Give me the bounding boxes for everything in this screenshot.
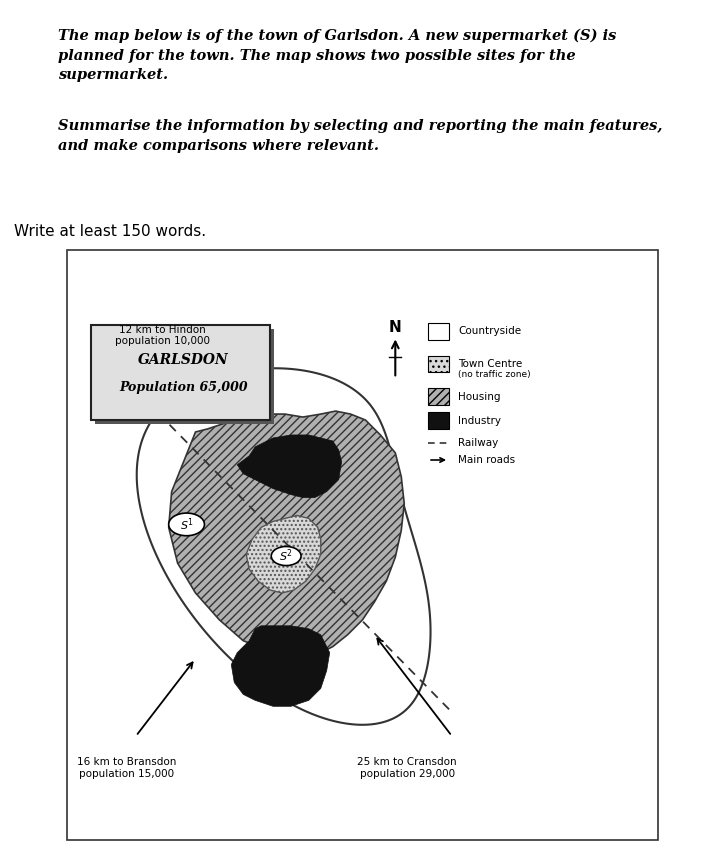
Polygon shape xyxy=(247,515,320,593)
Text: $S^2$: $S^2$ xyxy=(279,548,293,564)
Text: The map below is of the town of Garlsdon. A new supermarket (S) is
planned for t: The map below is of the town of Garlsdon… xyxy=(58,29,616,82)
Bar xyxy=(428,412,449,429)
Text: Railway: Railway xyxy=(458,438,498,447)
Text: 12 km to Hindon
population 10,000: 12 km to Hindon population 10,000 xyxy=(115,325,210,346)
Polygon shape xyxy=(237,435,341,498)
Text: $S^1$: $S^1$ xyxy=(180,516,194,532)
Text: 16 km to Bransdon
population 15,000: 16 km to Bransdon population 15,000 xyxy=(78,757,177,779)
Text: Write at least 150 words.: Write at least 150 words. xyxy=(14,224,207,239)
Text: Population 65,000: Population 65,000 xyxy=(120,381,248,394)
Ellipse shape xyxy=(169,513,204,536)
Text: Summarise the information by selecting and reporting the main features,
and make: Summarise the information by selecting a… xyxy=(58,119,663,153)
Ellipse shape xyxy=(271,546,301,566)
Text: 25 km to Cransdon
population 29,000: 25 km to Cransdon population 29,000 xyxy=(357,757,457,779)
Polygon shape xyxy=(169,412,405,659)
FancyBboxPatch shape xyxy=(95,329,274,424)
Text: Countryside: Countryside xyxy=(458,326,521,337)
Bar xyxy=(428,389,449,406)
Text: Housing: Housing xyxy=(458,392,500,402)
Bar xyxy=(428,355,449,372)
Text: (no traffic zone): (no traffic zone) xyxy=(458,370,531,378)
FancyBboxPatch shape xyxy=(91,325,270,420)
Polygon shape xyxy=(231,625,330,706)
Text: Town Centre: Town Centre xyxy=(458,359,522,369)
Text: Main roads: Main roads xyxy=(458,455,515,465)
Text: N: N xyxy=(389,320,402,335)
Text: Industry: Industry xyxy=(458,416,501,426)
FancyBboxPatch shape xyxy=(67,250,658,840)
Bar xyxy=(428,323,449,340)
Text: GARLSDON: GARLSDON xyxy=(138,354,229,367)
